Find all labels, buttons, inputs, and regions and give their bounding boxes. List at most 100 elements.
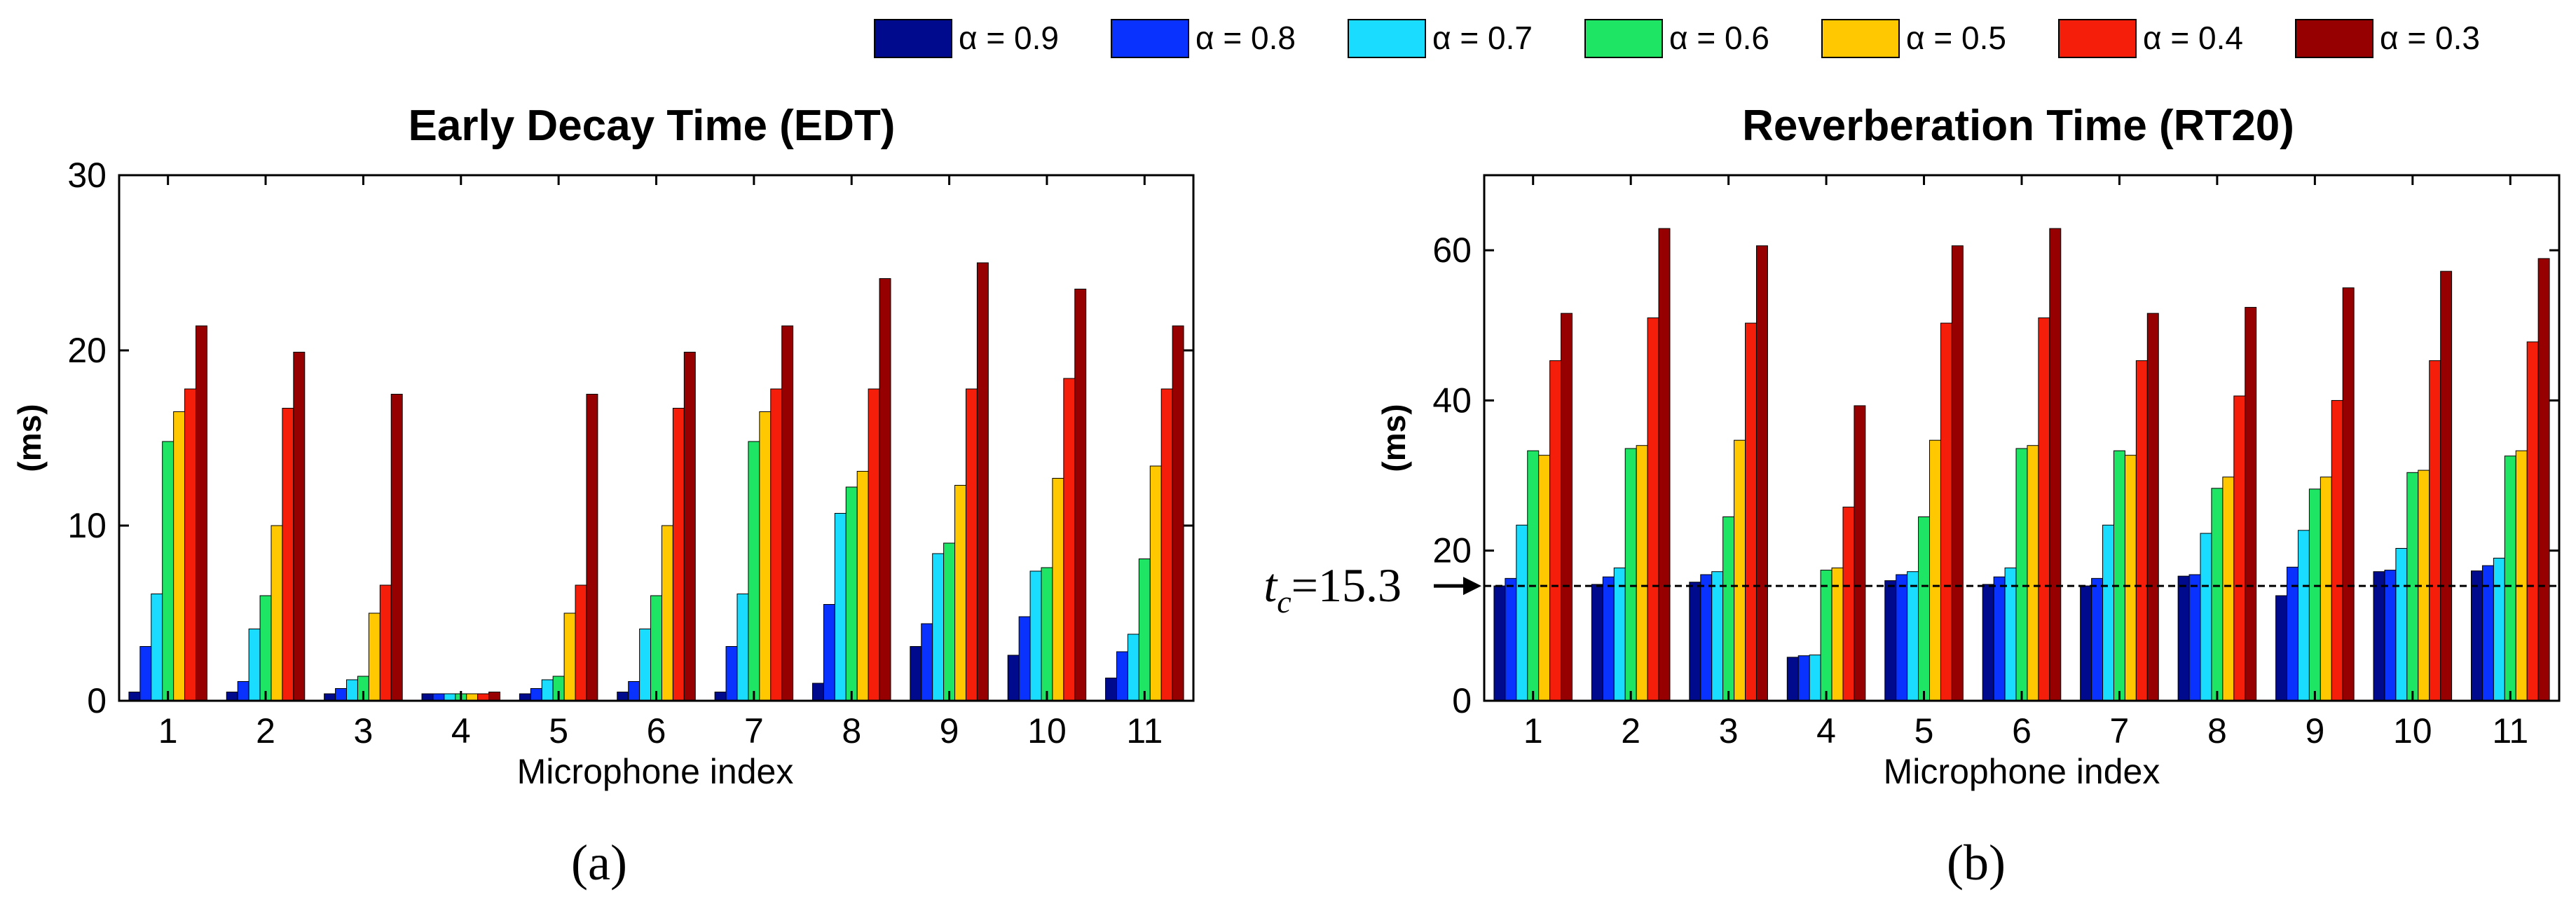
bar [759, 411, 772, 701]
bar [2146, 313, 2159, 701]
legend-swatch [2295, 19, 2373, 58]
bar [1116, 651, 1128, 701]
bar [943, 542, 956, 701]
bar [2113, 450, 2125, 701]
bar [845, 486, 858, 701]
bar [1907, 571, 1919, 701]
x-tick-label: 3 [1719, 711, 1739, 751]
bar [184, 388, 197, 701]
bar [2515, 450, 2528, 701]
bar [1105, 678, 1117, 701]
x-axis-label: Microphone index [517, 752, 794, 791]
legend-swatch [1348, 19, 1426, 58]
bar [1624, 448, 1637, 701]
x-tick-label: 3 [354, 711, 374, 751]
bar [563, 612, 576, 701]
bar [2297, 530, 2310, 701]
bar [2308, 488, 2321, 701]
bar [575, 584, 587, 701]
bar [1722, 516, 1735, 701]
bar [1074, 289, 1087, 701]
legend-label: α = 0.8 [1195, 20, 1296, 56]
bar [879, 278, 891, 701]
x-tick-label: 1 [1523, 711, 1543, 751]
bar [976, 262, 989, 701]
legend-label: α = 0.4 [2143, 20, 2243, 56]
legend: α = 0.9 α = 0.8 α = 0.7 α = 0.6 α = 0.5 α = 0… [874, 19, 2480, 58]
x-tick-label: 7 [2110, 711, 2130, 751]
y-tick-label: 40 [1432, 381, 1472, 420]
x-tick-label: 10 [1027, 711, 1067, 751]
bar [650, 595, 662, 701]
bar [2211, 488, 2224, 701]
chart-title: Reverberation Time (RT20) [1742, 102, 2294, 150]
bar [2102, 524, 2114, 701]
y-tick-label: 20 [1432, 531, 1472, 570]
y-tick-label: 0 [1452, 681, 1472, 720]
bar [910, 646, 922, 701]
y-tick-label: 0 [87, 681, 107, 720]
bar [2331, 399, 2343, 701]
bar [1527, 450, 1540, 701]
subfigure-caption: (b) [1947, 835, 2006, 891]
bar [1809, 655, 1821, 701]
bar [1172, 325, 1184, 701]
bar [2470, 570, 2483, 701]
bar [2537, 258, 2550, 701]
bar [1929, 439, 1941, 701]
x-tick-label: 9 [2305, 711, 2324, 751]
bar [2245, 307, 2257, 701]
legend-swatch [1821, 19, 1900, 58]
x-tick-label: 1 [158, 711, 178, 751]
bar [379, 584, 392, 701]
bar [617, 692, 629, 701]
bar [248, 629, 261, 701]
legend-swatch [1584, 19, 1663, 58]
bar [2027, 445, 2039, 701]
bar [2526, 341, 2539, 701]
bar [226, 692, 238, 701]
bar [1127, 634, 1139, 701]
bar [1007, 655, 1020, 701]
legend-label: α = 0.3 [2380, 20, 2480, 56]
bar [2038, 317, 2050, 701]
x-tick-label: 2 [1621, 711, 1640, 751]
bar [270, 525, 283, 701]
bar [2188, 574, 2201, 701]
bar [2015, 448, 2028, 701]
threshold-label: tc=15.3 [1263, 559, 1402, 619]
bar [834, 513, 847, 701]
chart-edt: Early Decay Time (EDT) 0 10 20 30 1 2 3 4 5 6 7 8 9 10… [11, 102, 1195, 891]
bar [151, 594, 163, 701]
x-tick-label: 9 [940, 711, 959, 751]
bar [1711, 571, 1724, 701]
bar [2384, 570, 2397, 701]
bar [2275, 595, 2288, 701]
y-tick-label: 20 [67, 331, 107, 370]
bar [2440, 270, 2453, 701]
x-tick-label: 4 [451, 711, 471, 751]
bar [2080, 585, 2092, 701]
legend-swatch [1111, 19, 1189, 58]
bar [2004, 567, 2017, 701]
bar [1505, 577, 1517, 701]
x-tick-label: 2 [256, 711, 275, 751]
x-tick-label: 7 [744, 711, 764, 751]
bar [1797, 655, 1810, 701]
bar [921, 623, 933, 701]
bar [1549, 360, 1562, 701]
bar [346, 679, 358, 701]
bar [1602, 576, 1615, 701]
chart-rt20: Reverberation Time (RT20) tc=15.3 0 20 40 60 1… [1263, 102, 2561, 891]
bar [293, 352, 306, 701]
bar [1820, 570, 1832, 701]
bar [1700, 574, 1713, 701]
subfigure-caption: (a) [571, 835, 627, 891]
y-axis-label: (ms) [11, 404, 48, 472]
bar [1745, 322, 1757, 701]
bar [811, 683, 824, 701]
chart-title: Early Decay Time (EDT) [409, 102, 896, 150]
x-tick-label: 8 [2207, 711, 2227, 751]
legend-swatch [2058, 19, 2137, 58]
bar [954, 485, 966, 701]
